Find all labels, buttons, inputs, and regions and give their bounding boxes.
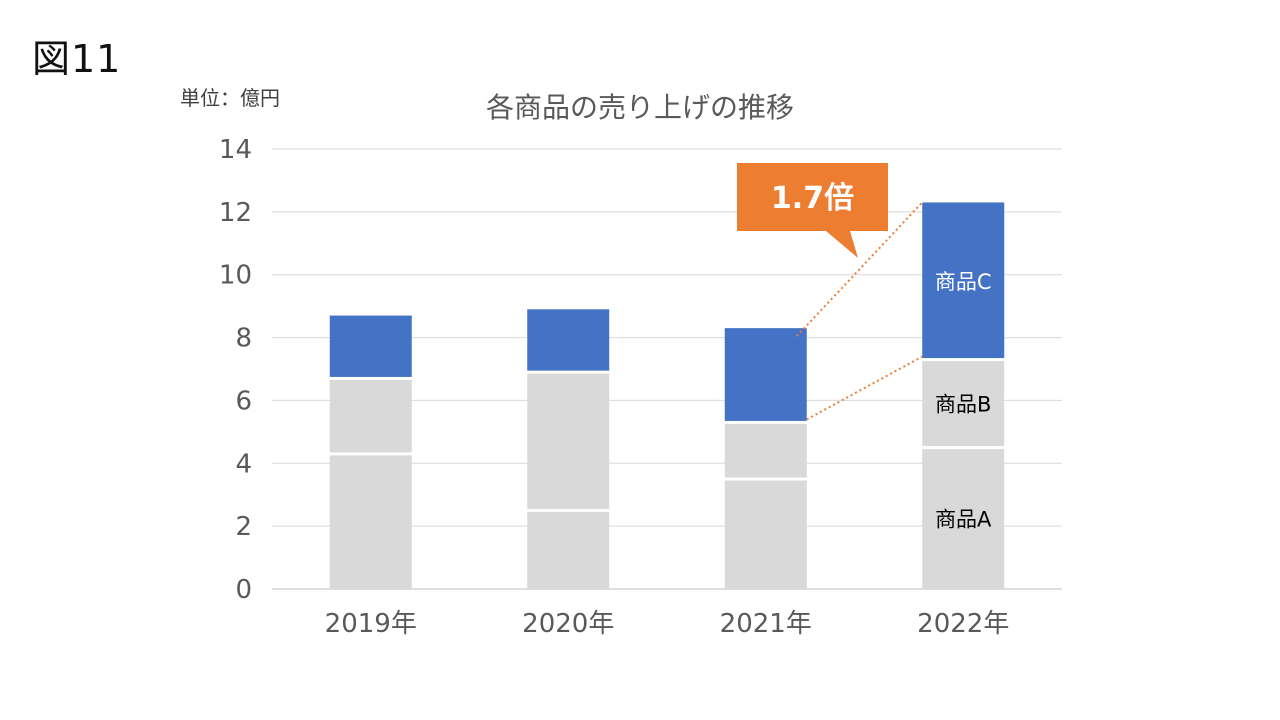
y-tick-label: 14 [219, 135, 252, 165]
y-tick-label: 4 [235, 449, 252, 479]
callout-bubble [737, 163, 888, 258]
bar-segment [922, 202, 1005, 359]
series-label: 商品B [935, 393, 991, 417]
bar-segment [724, 480, 807, 589]
y-tick-label: 8 [235, 324, 252, 354]
y-tick-label: 0 [235, 575, 252, 605]
bar-segment [527, 511, 610, 589]
chart-title: 各商品の売り上げの推移 [486, 91, 794, 124]
x-category-label: 2022年 [917, 609, 1009, 639]
x-category-label: 2020年 [522, 609, 614, 639]
series-label: 商品A [935, 507, 992, 531]
bar-segment [527, 309, 610, 371]
x-category-label: 2019年 [325, 609, 417, 639]
bar-segment [724, 423, 807, 478]
bar-segment [922, 361, 1005, 447]
unit-label: 単位：億円 [180, 86, 280, 110]
y-axis-ticks: 0 2 4 6 8 10 12 14 [219, 135, 252, 605]
x-category-label: 2021年 [720, 609, 812, 639]
y-tick-label: 12 [219, 198, 252, 228]
bar-segment [329, 315, 412, 377]
callout-text: 1.7倍 [771, 181, 854, 216]
bar-segment [329, 379, 412, 453]
bar-segment [329, 455, 412, 589]
y-tick-label: 2 [235, 512, 252, 542]
growth-callout: 1.7倍 [737, 163, 923, 421]
y-tick-label: 6 [235, 386, 252, 416]
bar-segment [724, 328, 807, 421]
bar-segment [527, 373, 610, 509]
bar-segment [922, 449, 1005, 589]
x-axis-categories: 2019年 2020年 2021年 2022年 [325, 609, 1010, 639]
figure-label: 図11 [32, 37, 122, 81]
series-label: 商品C [935, 270, 992, 294]
connector-line-bottom [806, 355, 923, 421]
bars: 商品A 商品B 商品C [329, 202, 1005, 589]
y-tick-label: 10 [219, 261, 252, 291]
connector-line-top [796, 201, 923, 337]
